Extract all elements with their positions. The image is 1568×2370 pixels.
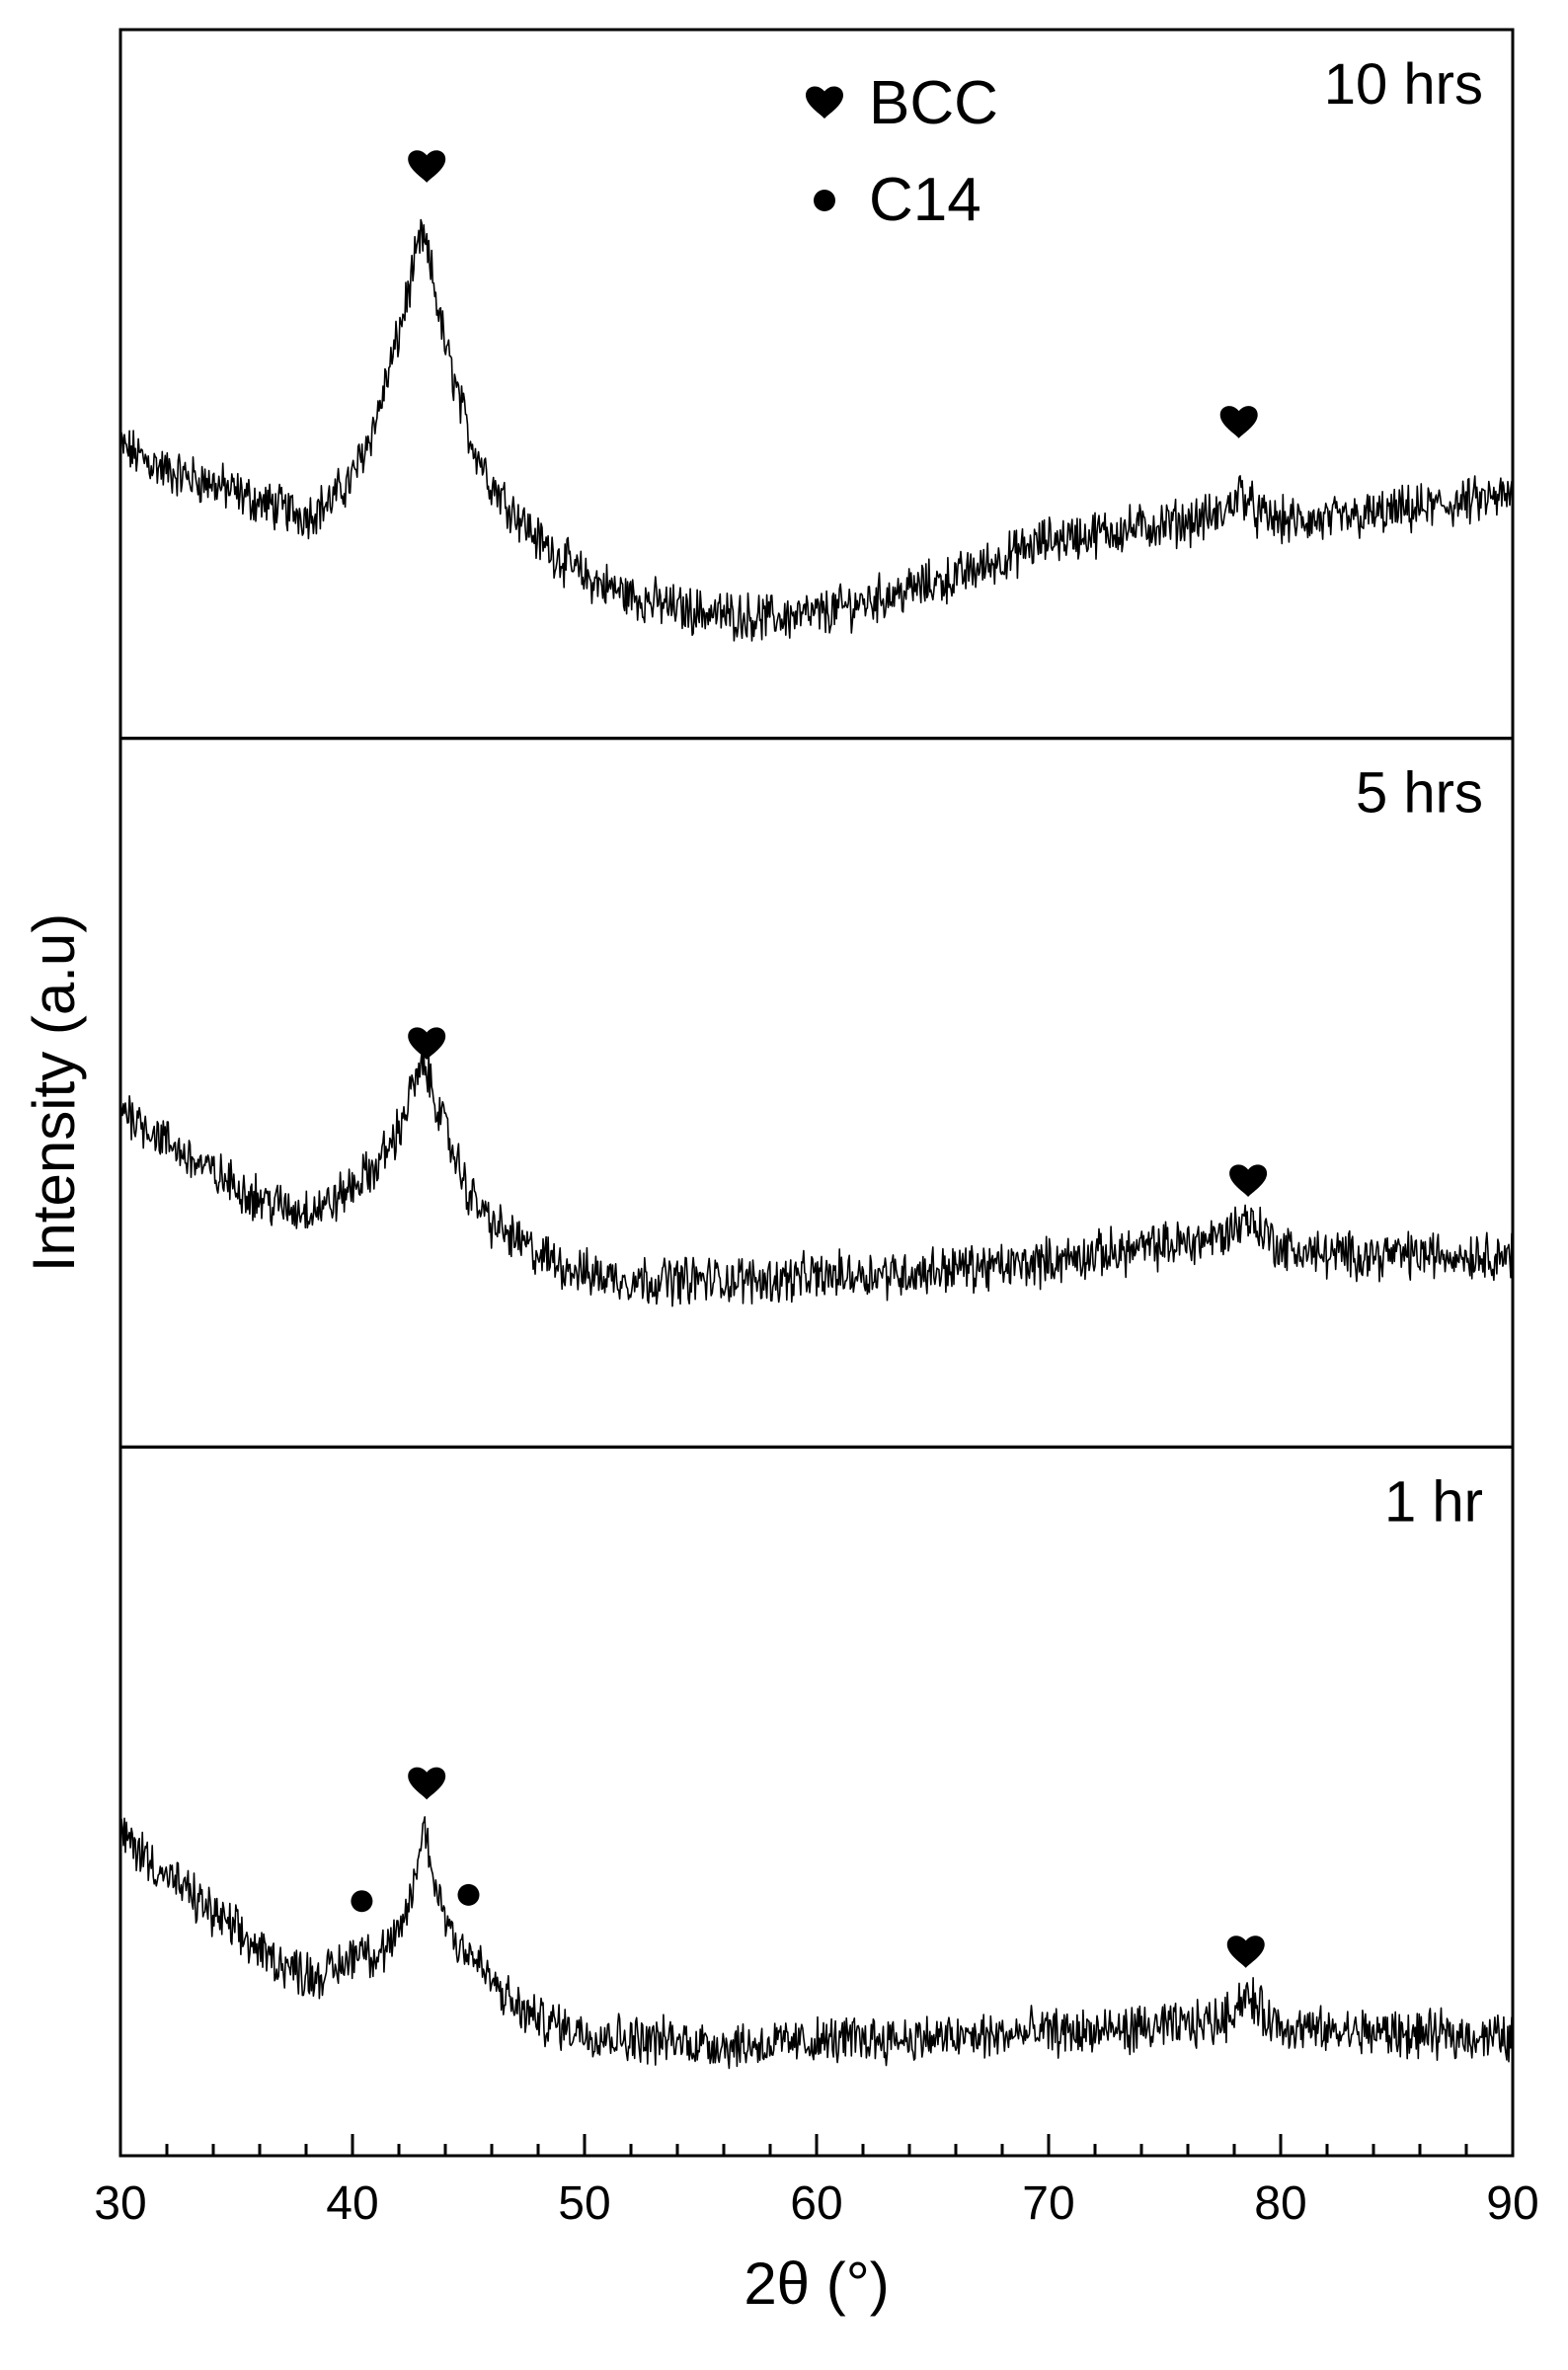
panel-label: 1 hr bbox=[1384, 1469, 1483, 1534]
legend-c14-icon bbox=[814, 190, 835, 211]
series-line bbox=[119, 1816, 1514, 2070]
panel-frame bbox=[118, 737, 1515, 1449]
panels-layer: 10 hrs 5 hrs 1 hr bbox=[118, 28, 1515, 2158]
x-tick-label: 50 bbox=[558, 2177, 610, 2230]
c14-marker-icon bbox=[457, 1883, 480, 1906]
x-tick-label: 40 bbox=[326, 2177, 378, 2230]
x-tick-label: 70 bbox=[1022, 2177, 1074, 2230]
legend: BCC C14 bbox=[806, 69, 998, 234]
panel-3: 1 hr bbox=[118, 1445, 1515, 2158]
bcc-marker-icon bbox=[408, 150, 446, 183]
bcc-marker-icon bbox=[1226, 1936, 1265, 1968]
legend-label: C14 bbox=[869, 166, 981, 234]
legend-label: BCC bbox=[869, 69, 998, 137]
panel-1: 10 hrs bbox=[118, 28, 1515, 741]
x-axis: 30 40 50 60 70 80 90 bbox=[94, 2134, 1539, 2230]
bcc-marker-icon bbox=[408, 1027, 446, 1061]
y-axis-title: Intensity (a.u) bbox=[21, 913, 87, 1273]
panel-label: 5 hrs bbox=[1356, 761, 1483, 826]
panel-label: 10 hrs bbox=[1324, 52, 1483, 117]
series-line bbox=[119, 218, 1514, 642]
x-axis-title: 2θ (°) bbox=[744, 2251, 889, 2317]
bcc-marker-icon bbox=[408, 1767, 446, 1800]
panel-frame bbox=[118, 28, 1515, 741]
x-tick-label: 60 bbox=[790, 2177, 842, 2230]
x-tick-label: 30 bbox=[94, 2177, 146, 2230]
c14-marker-icon bbox=[351, 1890, 373, 1913]
x-tick-label: 80 bbox=[1254, 2177, 1306, 2230]
panel-2: 5 hrs bbox=[118, 737, 1515, 1449]
bcc-marker-icon bbox=[1219, 406, 1258, 438]
series-line bbox=[119, 1051, 1514, 1307]
bcc-marker-icon bbox=[1229, 1164, 1268, 1198]
x-tick-label: 90 bbox=[1486, 2177, 1538, 2230]
legend-bcc-icon bbox=[806, 86, 843, 119]
